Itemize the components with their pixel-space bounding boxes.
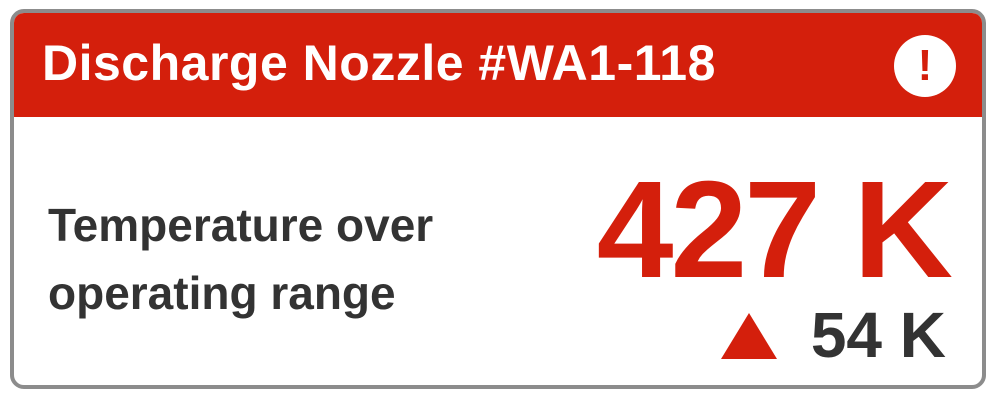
card-title: Discharge Nozzle #WA1-118 [42,35,716,91]
card-header: Discharge Nozzle #WA1-118 ! [14,13,982,117]
alert-icon: ! [894,35,956,97]
status-card: Discharge Nozzle #WA1-118 ! Temperature … [10,9,986,389]
metric-value: 427 K [596,153,953,307]
triangle-up-icon [720,313,777,359]
metric-delta: 54 K [720,299,946,371]
metric-label: Temperature over operating range [48,199,434,319]
delta-value: 54 K [810,299,946,371]
